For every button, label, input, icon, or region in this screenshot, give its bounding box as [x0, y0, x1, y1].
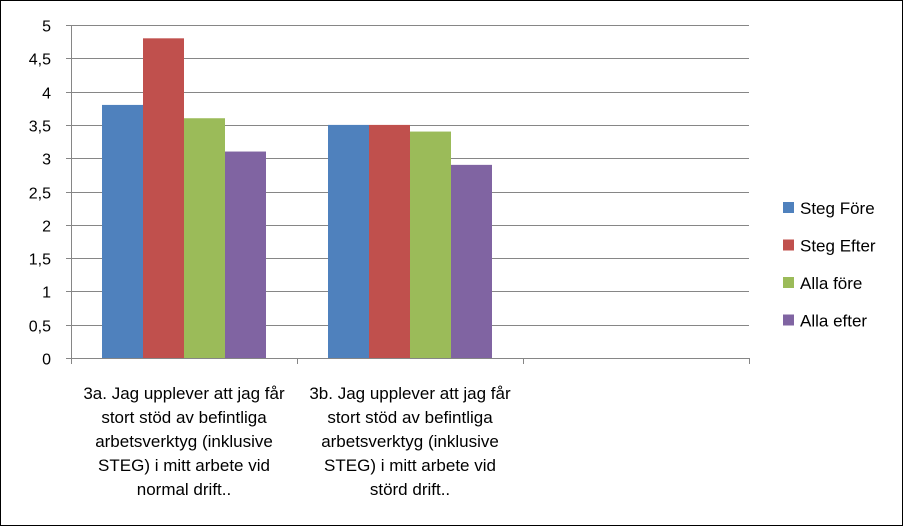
y-tick-label: 0	[42, 352, 51, 369]
legend-label: Steg Efter	[800, 237, 876, 256]
x-category-label-line: STEG) i mitt arbete vid	[324, 456, 496, 475]
y-tick-label: 5	[42, 19, 51, 36]
legend-label: Alla efter	[800, 312, 867, 331]
y-tick-label: 2,5	[29, 186, 51, 203]
legend-label: Steg Före	[800, 199, 875, 218]
y-axis-tick-labels: 0 0,5 1 1,5 2 2,5 3 3,5 4 4,5 5	[29, 19, 51, 369]
y-tick-label: 4	[42, 86, 51, 103]
y-tick-label: 3,5	[29, 119, 51, 136]
bar-steg-efter-1	[143, 38, 184, 358]
bar-steg-före-2	[328, 124, 369, 359]
legend-swatch-steg-efter	[783, 239, 794, 251]
y-tick-label: 3	[42, 152, 51, 169]
y-tick-label: 4,5	[29, 52, 51, 69]
x-category-label-line: STEG) i mitt arbete vid	[98, 456, 270, 475]
y-tick-label: 2	[42, 219, 51, 236]
legend-swatch-alla-före	[783, 277, 794, 288]
x-category-label: 3a. Jag upplever att jag får stort stöd a…	[83, 384, 285, 499]
x-category-label-line: 3b. Jag upplever att jag får	[309, 384, 511, 403]
bar-alla-före-1	[184, 118, 225, 359]
legend-label: Alla före	[800, 274, 862, 293]
y-tick-label: 0,5	[29, 319, 51, 336]
bar-alla-efter-1	[225, 151, 266, 358]
x-category-label-line: arbetsverktyg (inklusive	[321, 432, 499, 451]
y-tick-label: 1,5	[29, 252, 51, 269]
axes	[66, 25, 750, 364]
x-category-label-line: normal drift..	[137, 480, 231, 499]
x-category-label: 3b. Jag upplever att jag får stort stöd a…	[309, 384, 511, 499]
legend-swatch-alla-efter	[783, 314, 794, 326]
x-category-label-line: arbetsverktyg (inklusive	[95, 432, 273, 451]
bar-steg-efter-2	[369, 124, 410, 359]
x-category-label-line: 3a. Jag upplever att jag får	[83, 384, 285, 403]
bars	[102, 38, 492, 359]
y-tick-label: 1	[42, 285, 51, 302]
bar-steg-före-1	[102, 104, 143, 358]
bar-alla-efter-2	[451, 164, 492, 358]
legend-swatch-steg-före	[783, 202, 794, 213]
bar-alla-före-2	[410, 131, 451, 358]
x-category-label-line: stort stöd av befintliga	[327, 408, 493, 427]
legend: Steg Före Steg Efter Alla före Alla efter	[783, 199, 876, 331]
x-axis-category-labels: 3a. Jag upplever att jag får stort stöd a…	[83, 384, 511, 499]
x-category-label-line: stort stöd av befintliga	[101, 408, 267, 427]
x-category-label-line: störd drift..	[370, 480, 450, 499]
